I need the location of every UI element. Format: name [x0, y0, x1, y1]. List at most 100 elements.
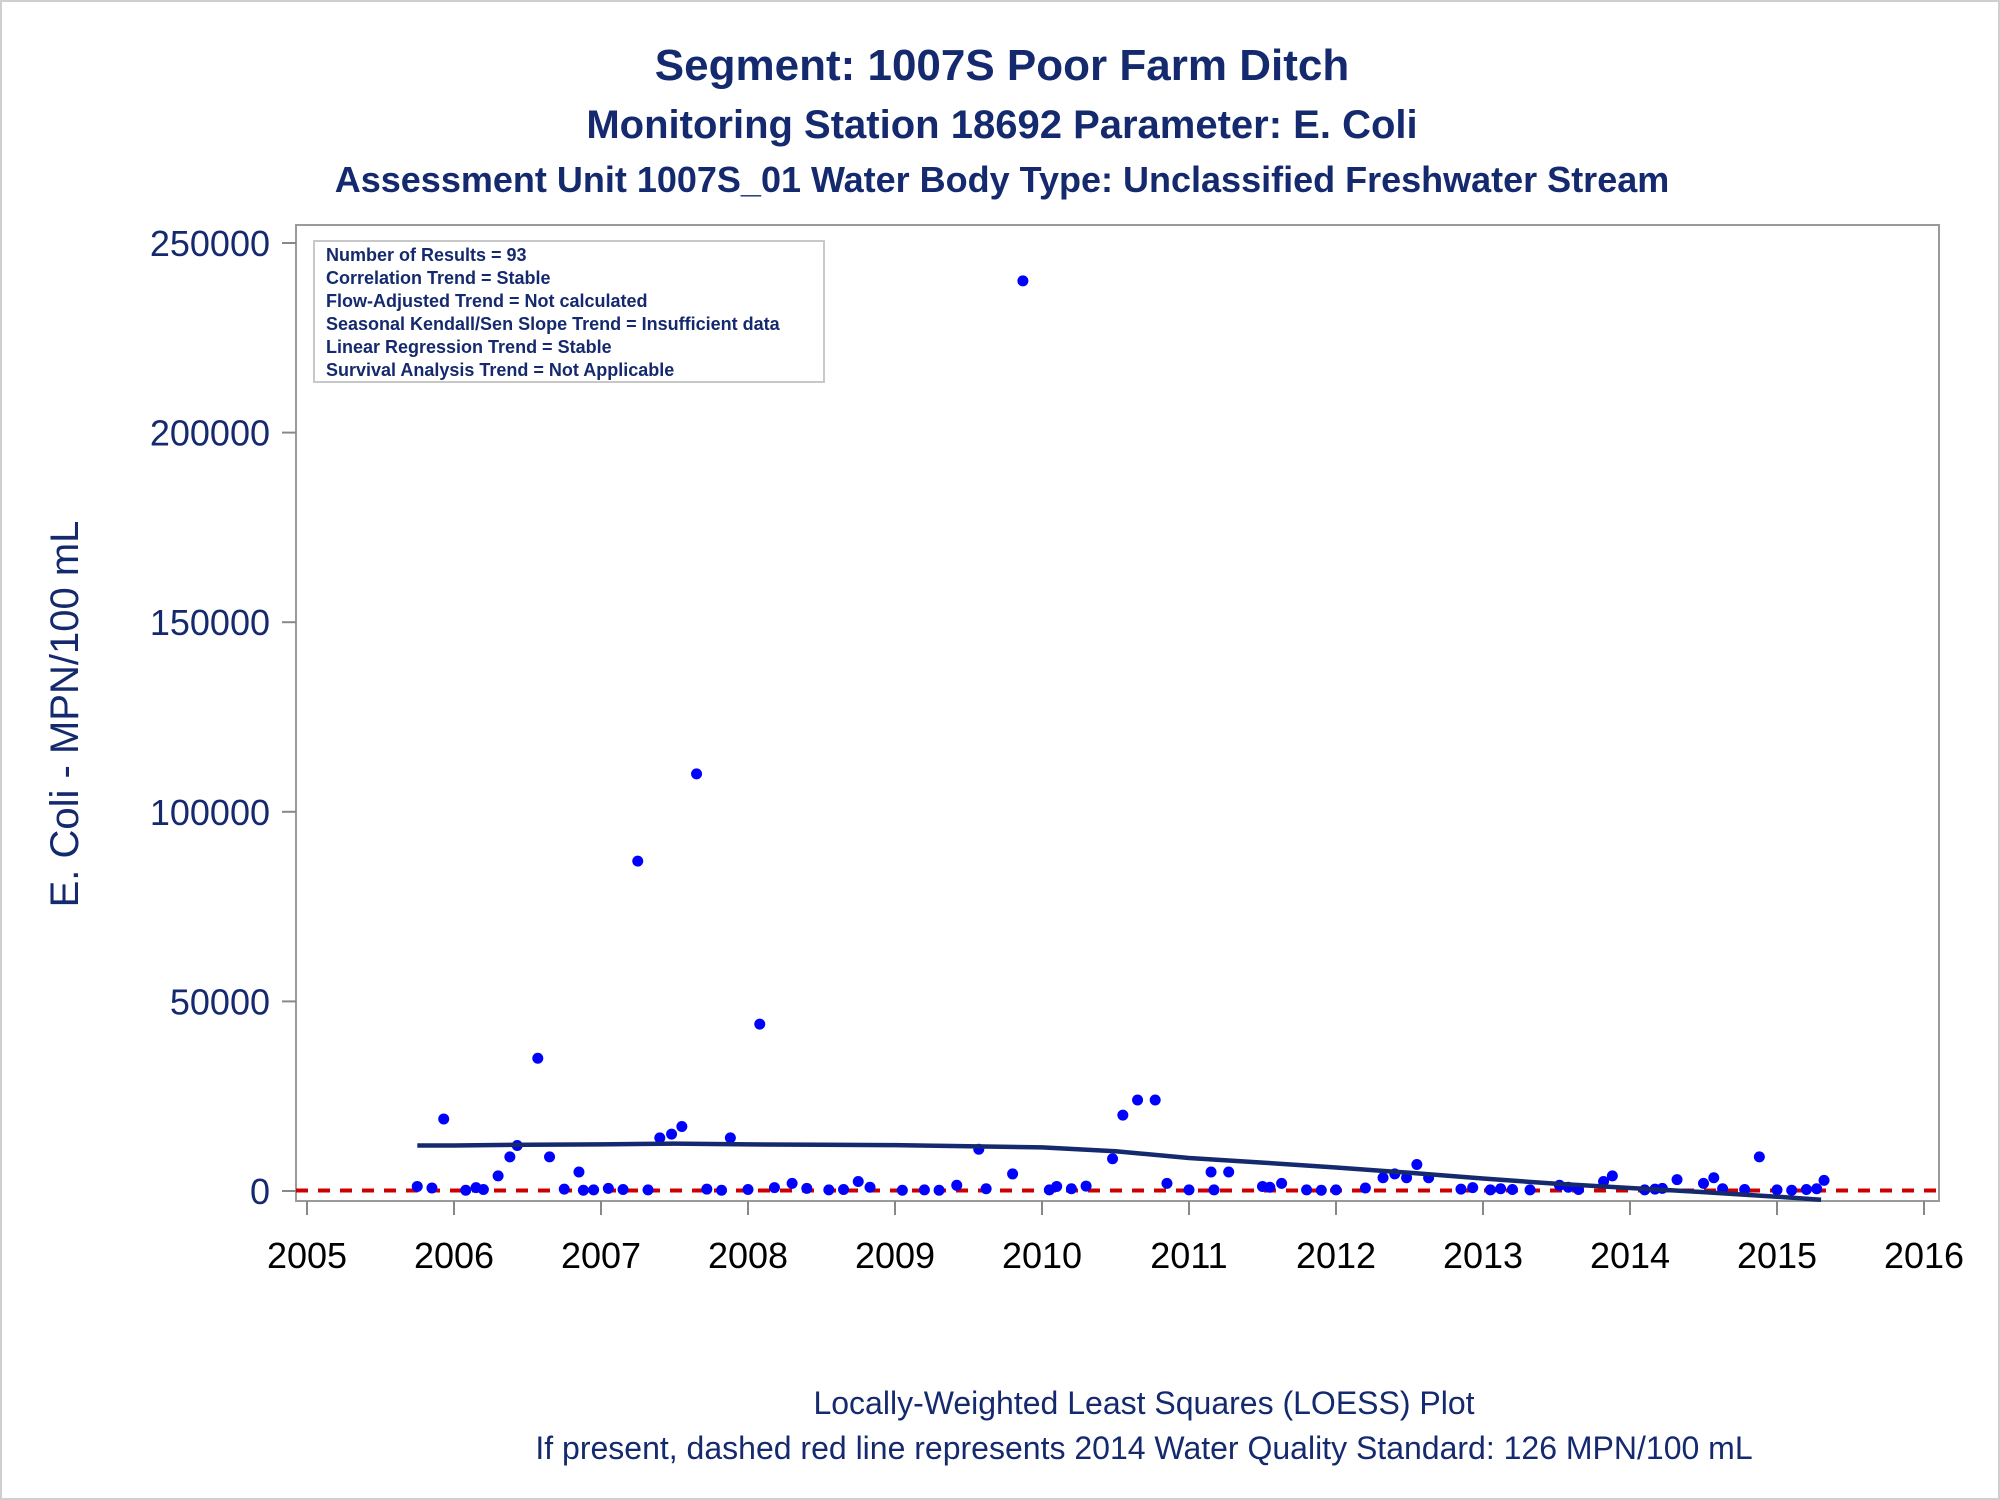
data-point	[864, 1181, 876, 1193]
plot-area	[295, 224, 1940, 1202]
data-point	[1276, 1177, 1288, 1189]
data-point	[676, 1121, 688, 1133]
chart-subtitle: Monitoring Station 18692 Parameter: E. C…	[586, 103, 1417, 147]
x-axis: 2005 2006 2007 2008 2009 2010 2011 2012 2013 2014…	[267, 1201, 1964, 1276]
data-point	[980, 1183, 992, 1195]
data-point	[1183, 1184, 1195, 1196]
data-point	[1301, 1184, 1313, 1196]
data-point	[754, 1018, 766, 1030]
data-point	[823, 1184, 835, 1196]
data-point	[1080, 1180, 1092, 1192]
x-tick-label: 2011	[1150, 1235, 1227, 1276]
data-point	[1315, 1184, 1327, 1196]
data-point	[1818, 1174, 1830, 1186]
data-point	[1359, 1182, 1371, 1194]
data-point	[1455, 1183, 1467, 1195]
data-point	[1132, 1094, 1144, 1106]
data-point	[933, 1184, 945, 1196]
stats-line: Linear Regression Trend = Stable	[326, 337, 612, 357]
data-point	[642, 1184, 654, 1196]
data-point	[1800, 1183, 1812, 1195]
data-point	[558, 1183, 570, 1195]
data-point	[1007, 1168, 1019, 1180]
data-point	[1708, 1172, 1720, 1184]
data-point	[492, 1170, 504, 1182]
data-point	[786, 1177, 798, 1189]
data-point	[724, 1132, 736, 1144]
x-tick-label: 2007	[561, 1235, 641, 1276]
data-point	[1606, 1170, 1618, 1182]
data-point	[1524, 1184, 1536, 1196]
x-tick-label: 2013	[1443, 1235, 1523, 1276]
data-point	[617, 1183, 629, 1195]
data-point	[1771, 1184, 1783, 1196]
x-tick-label: 2010	[1002, 1235, 1082, 1276]
stats-line: Number of Results = 93	[326, 245, 527, 265]
data-point	[460, 1184, 472, 1196]
data-point	[1495, 1183, 1507, 1195]
data-point	[951, 1179, 963, 1191]
data-point	[532, 1052, 544, 1064]
x-tick-label: 2006	[414, 1235, 494, 1276]
y-tick-label: 50000	[170, 981, 270, 1022]
data-point	[838, 1183, 850, 1195]
stats-line: Flow-Adjusted Trend = Not calculated	[326, 291, 648, 311]
y-tick-label: 100000	[150, 792, 270, 833]
data-point	[1223, 1166, 1235, 1178]
data-point	[588, 1184, 600, 1196]
x-tick-label: 2008	[708, 1235, 788, 1276]
data-point	[1484, 1184, 1496, 1196]
x-tick-label: 2009	[855, 1235, 935, 1276]
data-point	[504, 1151, 516, 1163]
stats-box: Number of Results = 93 Correlation Trend…	[313, 240, 825, 383]
data-point	[742, 1183, 754, 1195]
data-point	[654, 1132, 666, 1144]
data-point	[1107, 1153, 1119, 1165]
stats-line: Survival Analysis Trend = Not Applicable	[326, 360, 674, 380]
stats-line: Seasonal Kendall/Sen Slope Trend = Insuf…	[326, 314, 781, 334]
data-point	[1161, 1177, 1173, 1189]
y-tick-label: 200000	[150, 413, 270, 454]
data-point	[1753, 1151, 1765, 1163]
stats-line: Correlation Trend = Stable	[326, 268, 551, 288]
x-tick-label: 2016	[1884, 1235, 1964, 1276]
data-point	[1264, 1181, 1276, 1193]
data-point	[716, 1184, 728, 1196]
x-tick-label: 2012	[1296, 1235, 1376, 1276]
data-point	[691, 768, 703, 780]
data-point	[544, 1151, 556, 1163]
data-point	[426, 1182, 438, 1194]
data-point	[1051, 1180, 1063, 1192]
data-point	[768, 1182, 780, 1194]
data-point	[1065, 1183, 1077, 1195]
data-point	[411, 1180, 423, 1192]
chart-title: Segment: 1007S Poor Farm Ditch	[655, 41, 1349, 90]
data-point	[918, 1184, 930, 1196]
data-point	[1811, 1183, 1823, 1195]
data-point	[1117, 1109, 1129, 1121]
data-point	[1208, 1184, 1220, 1196]
data-point	[632, 855, 644, 867]
y-tick-label: 150000	[150, 602, 270, 643]
stats-box-border	[313, 240, 825, 383]
data-point	[1149, 1094, 1161, 1106]
chart-subtitle-2: Assessment Unit 1007S_01 Water Body Type…	[335, 159, 1670, 200]
y-tick-label: 0	[250, 1171, 270, 1212]
x-tick-label: 2005	[267, 1235, 347, 1276]
data-point	[477, 1183, 489, 1195]
data-point	[1671, 1174, 1683, 1186]
data-point	[852, 1176, 864, 1188]
footnote-2: If present, dashed red line represents 2…	[535, 1430, 1752, 1466]
y-axis: 0 50000 100000 150000 200000 250000	[150, 223, 296, 1212]
y-axis-label: E. Coli - MPN/100 mL	[43, 521, 87, 908]
data-point	[1698, 1177, 1709, 1189]
data-point	[1017, 275, 1029, 287]
loess-curve-group	[417, 1141, 1822, 1202]
footnote-1: Locally-Weighted Least Squares (LOESS) P…	[813, 1385, 1474, 1421]
data-point	[438, 1113, 450, 1125]
x-tick-label: 2015	[1737, 1235, 1817, 1276]
data-point	[1205, 1166, 1217, 1178]
data-point	[1330, 1184, 1342, 1196]
